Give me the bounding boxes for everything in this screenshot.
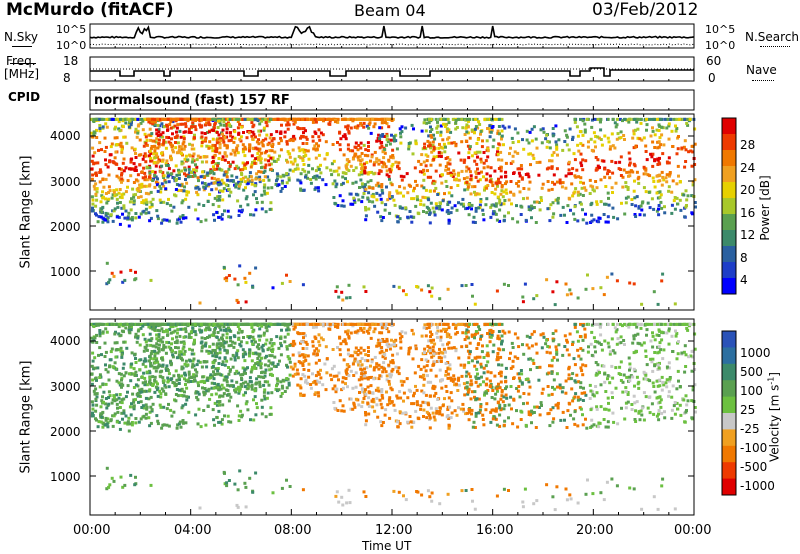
xtick-1200: 12:00 bbox=[375, 523, 413, 538]
cpid-label: CPID bbox=[8, 90, 41, 104]
xtick-0400: 04:00 bbox=[174, 523, 212, 538]
power-colorbar bbox=[721, 117, 737, 295]
nsky-label: N.Sky bbox=[4, 30, 39, 44]
velocity-colorbar bbox=[721, 330, 737, 496]
nsky-legend-line bbox=[12, 46, 32, 47]
axis-ticks bbox=[89, 44, 695, 515]
vel-cbar-tick-100: 100 bbox=[740, 384, 763, 398]
power-panel bbox=[89, 113, 697, 311]
nave-tick-top: 60 bbox=[706, 54, 722, 68]
velocity-heatmap-cells bbox=[90, 322, 697, 512]
power-cbar-label: Power [dB] bbox=[758, 175, 772, 241]
velocity-panel-frame bbox=[89, 318, 695, 516]
vel-cbar-tick-neg100: -100 bbox=[740, 441, 768, 455]
vel-cbar-tick-neg1000: -1000 bbox=[740, 479, 775, 493]
power-cbar-tick-8: 8 bbox=[740, 251, 748, 265]
cpid-value: normalsound (fast) 157 RF bbox=[94, 93, 290, 108]
freq-unit-label: [MHz] bbox=[4, 67, 40, 81]
xtick-2400: 00:00 bbox=[674, 523, 712, 538]
freq-tick-bottom: 8 bbox=[63, 71, 71, 85]
vel-cbar-tick-neg500: -500 bbox=[740, 460, 768, 474]
vel-cbar-label: Velocity [m s-1] bbox=[766, 372, 782, 462]
nave-legend-line bbox=[752, 80, 774, 81]
velocity-ytick-3000: 3000 bbox=[50, 380, 81, 394]
vel-cbar-tick-1000: 1000 bbox=[740, 346, 771, 360]
vel-cbar-tick-500: 500 bbox=[740, 365, 763, 379]
power-ytick-2000: 2000 bbox=[50, 220, 81, 234]
xtick-2000: 20:00 bbox=[576, 523, 614, 538]
power-cbar-tick-12: 12 bbox=[740, 228, 756, 242]
date-title: 03/Feb/2012 bbox=[592, 0, 699, 20]
power-cbar-tick-28: 28 bbox=[740, 138, 756, 152]
station-title: McMurdo (fitACF) bbox=[6, 0, 174, 20]
velocity-yaxis-label: Slant Range [km] bbox=[18, 360, 34, 474]
power-panel-frame bbox=[89, 113, 695, 311]
nsearch-legend-line bbox=[760, 46, 790, 47]
noise-tick-left-bottom: 10^0 bbox=[56, 39, 87, 52]
velocity-panel bbox=[89, 318, 697, 516]
nave-label: Nave bbox=[746, 63, 777, 77]
vel-cbar-tick-neg25: -25 bbox=[740, 422, 760, 436]
xtick-0800: 08:00 bbox=[274, 523, 312, 538]
xtick-0000: 00:00 bbox=[73, 523, 111, 538]
xaxis-title: Time UT bbox=[362, 539, 412, 553]
power-cbar-tick-24: 24 bbox=[740, 161, 756, 175]
nsearch-label: N.Search bbox=[745, 30, 800, 44]
noise-tick-right-bottom: 10^0 bbox=[705, 39, 736, 52]
power-cbar-tick-4: 4 bbox=[740, 273, 748, 287]
noise-tick-right-top: 10^5 bbox=[705, 23, 736, 36]
vel-cbar-tick-25: 25 bbox=[740, 403, 756, 417]
beam-title: Beam 04 bbox=[354, 1, 426, 20]
velocity-ytick-1000: 1000 bbox=[50, 470, 81, 484]
power-yaxis-label: Slant Range [km] bbox=[18, 155, 34, 269]
nsky-trace bbox=[89, 25, 695, 39]
freq-tick-top: 18 bbox=[63, 54, 79, 68]
power-cbar-tick-20: 20 bbox=[740, 183, 756, 197]
freq-trace bbox=[90, 67, 694, 77]
noise-tick-left-top: 10^5 bbox=[56, 23, 87, 36]
power-ytick-4000: 4000 bbox=[50, 129, 81, 143]
freq-label: Freq. bbox=[6, 54, 36, 68]
freq-legend-line bbox=[10, 63, 36, 64]
velocity-ytick-2000: 2000 bbox=[50, 425, 81, 439]
power-cbar-tick-16: 16 bbox=[740, 206, 756, 220]
power-heatmap-cells bbox=[90, 117, 697, 307]
nave-tick-bottom: 0 bbox=[708, 71, 716, 85]
power-ytick-3000: 3000 bbox=[50, 175, 81, 189]
xtick-1600: 16:00 bbox=[476, 523, 514, 538]
power-ytick-1000: 1000 bbox=[50, 265, 81, 279]
velocity-ytick-4000: 4000 bbox=[50, 334, 81, 348]
